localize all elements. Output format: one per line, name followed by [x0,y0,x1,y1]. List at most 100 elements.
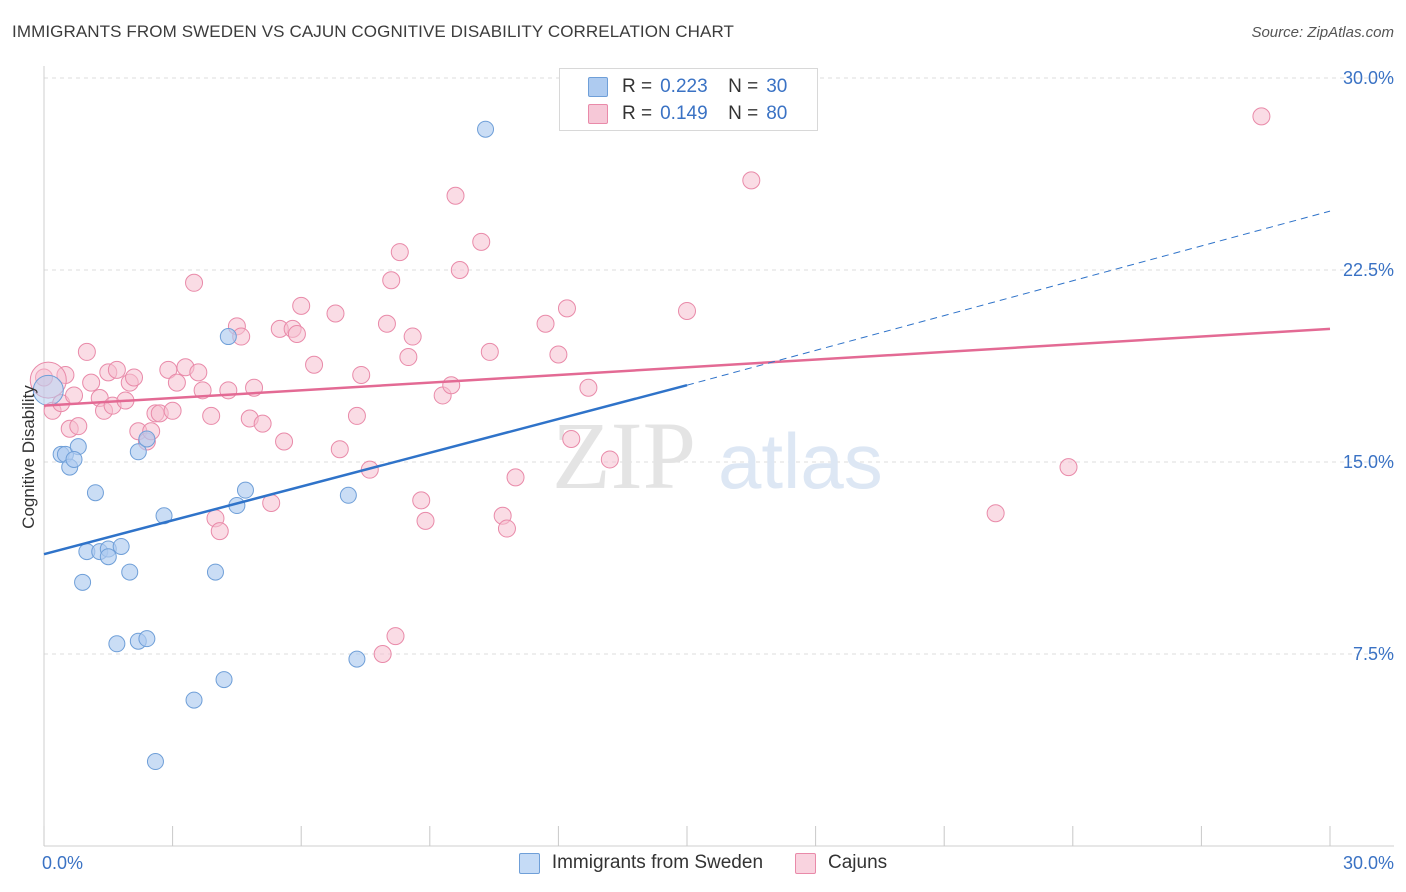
data-point-cajuns [986,504,1005,523]
legend-r-value: 0.223 [660,76,708,97]
watermark-atlas: atlas [718,417,883,505]
data-point-sweden [99,548,117,566]
data-point-cajuns [253,414,272,433]
trend-line-sweden-extension [686,210,1331,386]
legend-swatch-blue [518,852,540,874]
legend-r-label: R = [622,76,653,97]
data-point-sweden [86,484,104,502]
data-point-cajuns [446,186,465,205]
data-point-sweden [121,563,139,581]
data-point-sweden [138,630,156,648]
data-point-cajuns [480,342,499,361]
data-point-sweden [138,430,156,448]
data-point-cajuns [506,468,525,487]
data-point-sweden [206,563,224,581]
legend-row-cajuns: R = 0.149 N = 80 [560,101,787,127]
legend-row-sweden: R = 0.223 N = 30 [560,74,787,100]
data-point-sweden [112,537,130,555]
data-point-cajuns [549,345,568,364]
data-point-sweden [74,573,92,591]
data-point-cajuns [390,243,409,262]
data-point-cajuns [386,627,405,646]
legend-n-value: 30 [766,76,788,97]
y-axis-label: Cognitive Disability [19,385,38,529]
data-point-sweden [339,486,357,504]
data-point-cajuns [600,450,619,469]
y-tick-label: 15.0% [1343,452,1394,472]
data-point-cajuns [1059,458,1078,477]
data-point-cajuns [125,368,144,387]
data-point-cajuns [159,360,178,379]
data-point-cajuns [472,232,491,251]
legend-swatch-pink [795,852,817,874]
legend-label-cajuns: Cajuns [828,852,888,873]
legend-item-cajuns[interactable]: Cajuns [795,852,887,874]
data-point-sweden [108,635,126,653]
data-point-cajuns [287,325,306,343]
data-point-cajuns [77,342,96,361]
data-point-cajuns [65,386,84,405]
data-point-cajuns [412,491,431,510]
data-point-cajuns [163,401,182,420]
data-point-cajuns [352,365,371,384]
data-point-cajuns [382,271,401,290]
data-point-cajuns [292,296,311,315]
data-point-cajuns [330,440,349,459]
data-point-cajuns [557,299,576,318]
data-point-sweden [185,691,203,709]
legend-swatch-pink [588,104,608,124]
data-point-cajuns [210,522,229,541]
data-point-cajuns [536,314,555,333]
source-credit: Source: ZipAtlas.com [1251,24,1394,41]
y-tick-label: 22.5% [1343,260,1394,280]
data-point-cajuns [497,519,516,538]
data-point-cajuns [373,645,392,663]
legend-item-sweden[interactable]: Immigrants from Sweden [518,852,764,874]
axes [43,66,1394,847]
data-point-cajuns [579,378,598,397]
data-point-sweden [215,671,233,689]
data-point-cajuns [377,314,396,333]
data-point-cajuns [275,432,294,451]
data-point-sweden [219,328,237,346]
watermark: ZIP atlas [552,402,883,509]
data-point-cajuns [1252,107,1271,126]
x-tick-label: 30.0% [1343,853,1394,873]
stats-legend: R = 0.223 N = 30 R = 0.149 N = 80 [559,68,818,131]
y-tick-label: 7.5% [1353,644,1394,664]
data-point-cajuns [82,373,101,392]
data-point-cajuns [193,381,212,400]
legend-swatch-blue [588,77,608,97]
data-point-cajuns [167,373,186,392]
data-point-sweden [129,443,147,461]
data-point-cajuns [562,429,581,448]
data-point-sweden [236,481,254,499]
data-point-sweden [477,120,495,138]
data-point-cajuns [202,406,221,425]
tick-labels: 7.5% 15.0% 22.5% 30.0% 0.0% 30.0% [42,68,1394,873]
legend-label-sweden: Immigrants from Sweden [551,852,764,873]
trend-line-sweden [43,383,688,556]
watermark-zip: ZIP [552,402,696,509]
data-point-cajuns [442,376,461,395]
data-point-cajuns [107,360,126,379]
legend-r-value: 0.149 [660,103,708,124]
chart-title: IMMIGRANTS FROM SWEDEN VS CAJUN COGNITIV… [12,22,735,41]
data-point-sweden [65,450,83,468]
data-point-cajuns [347,406,366,425]
data-point-cajuns [189,363,208,382]
data-point-cajuns [399,348,418,367]
data-point-sweden [348,650,366,668]
trend-lines [43,210,1331,556]
series-legend: Immigrants from Sweden Cajuns [0,852,1406,874]
data-point-cajuns [305,355,324,374]
legend-n-label: N = [728,103,759,124]
trend-line-cajuns [43,327,1331,407]
data-point-sweden [146,753,164,771]
legend-n-value: 80 [766,103,788,124]
legend-r-label: R = [622,103,653,124]
y-tick-label: 30.0% [1343,68,1394,88]
x-tick-label: 0.0% [42,853,83,873]
series-immigrants-from-sweden [32,120,495,771]
